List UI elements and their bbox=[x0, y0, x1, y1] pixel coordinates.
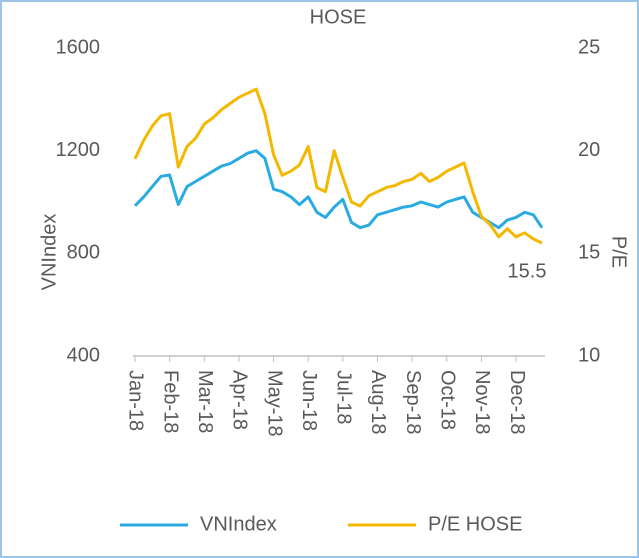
legend-label: P/E HOSE bbox=[428, 513, 522, 535]
x-tick-label: May-18 bbox=[263, 370, 285, 437]
series-line bbox=[133, 149, 544, 230]
y-tick-label: 800 bbox=[67, 242, 100, 264]
x-tick-label: Oct-18 bbox=[436, 370, 458, 430]
y2-tick-label: 10 bbox=[578, 344, 600, 366]
annotation: 15.5 bbox=[508, 260, 547, 282]
x-tick-label: Mar-18 bbox=[194, 370, 216, 433]
chart-title: HOSE bbox=[310, 6, 367, 28]
x-tick-label: Apr-18 bbox=[229, 370, 251, 430]
x-tick-label: Feb-18 bbox=[159, 370, 181, 433]
x-tick-label: Nov-18 bbox=[471, 370, 493, 434]
x-tick-label: Jul-18 bbox=[333, 370, 355, 424]
legend-label: VNIndex bbox=[200, 513, 277, 535]
y-tick-label: 400 bbox=[67, 344, 100, 366]
y2-tick-label: 15 bbox=[578, 242, 600, 264]
y-axis-label: VNIndex bbox=[38, 214, 60, 291]
y-tick-label: 1200 bbox=[56, 139, 101, 161]
series-line bbox=[133, 87, 543, 245]
y2-tick-label: 25 bbox=[578, 36, 600, 58]
x-tick-label: Jun-18 bbox=[298, 370, 320, 431]
x-tick-label: Jan-18 bbox=[125, 370, 147, 431]
x-tick-label: Sep-18 bbox=[402, 370, 424, 435]
y2-axis-label: P/E bbox=[608, 236, 630, 268]
x-tick-label: Dec-18 bbox=[506, 370, 528, 434]
x-tick-label: Aug-18 bbox=[367, 370, 389, 435]
y-tick-label: 1600 bbox=[56, 36, 101, 58]
y2-tick-label: 20 bbox=[578, 139, 600, 161]
